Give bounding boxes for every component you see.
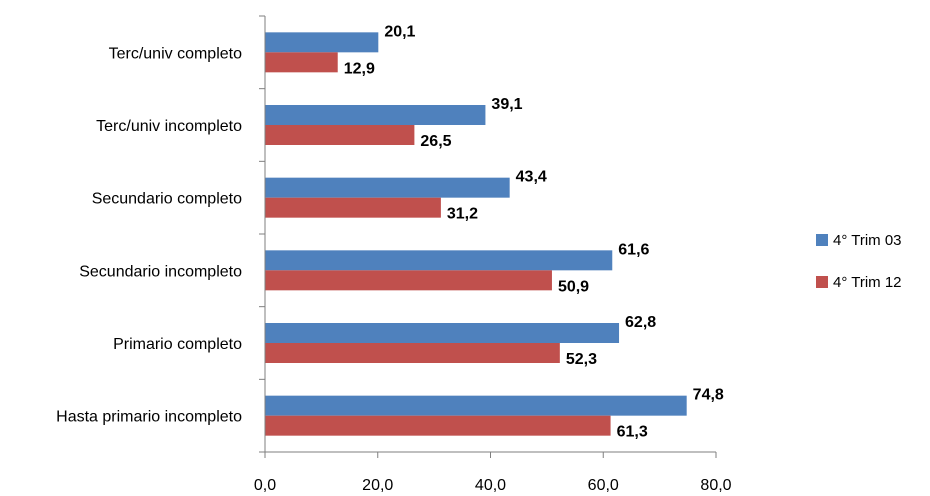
x-tick-label: 60,0 xyxy=(588,477,619,494)
bar-trim12-0 xyxy=(265,52,338,73)
x-tick-label: 80,0 xyxy=(700,477,731,494)
data-label: 39,1 xyxy=(491,96,522,113)
data-label: 74,8 xyxy=(693,387,724,404)
bar-trim03-5 xyxy=(265,395,687,416)
bar-trim03-1 xyxy=(265,105,486,125)
category-label: Primario completo xyxy=(113,336,242,353)
axes-group xyxy=(259,15,717,458)
category-label: Hasta primario incompleto xyxy=(56,409,242,426)
bar-trim03-2 xyxy=(265,177,510,198)
bar-trim03-3 xyxy=(265,250,613,271)
bar-trim12-1 xyxy=(265,125,415,145)
data-label: 61,3 xyxy=(617,424,648,441)
data-label: 61,6 xyxy=(618,241,649,258)
bar-trim03-4 xyxy=(265,323,620,343)
category-label: Terc/univ completo xyxy=(109,45,242,62)
data-label: 62,8 xyxy=(625,314,656,331)
data-label: 20,1 xyxy=(384,23,415,40)
legend-swatch-0 xyxy=(816,234,828,246)
legend: 4° Trim 03 4° Trim 12 xyxy=(816,232,902,291)
bar-trim12-3 xyxy=(265,270,552,291)
category-label: Terc/univ incompleto xyxy=(96,118,242,135)
legend-entry-0: 4° Trim 03 xyxy=(833,232,902,249)
bar-trim12-4 xyxy=(265,343,560,363)
legend-entry-1: 4° Trim 12 xyxy=(833,274,902,291)
labels-group: 20,1 12,9 Terc/univ completo 39,1 26,5 Terc/u… xyxy=(56,23,732,494)
x-tick-label: 20,0 xyxy=(362,477,393,494)
data-label: 50,9 xyxy=(558,278,589,295)
data-label: 43,4 xyxy=(516,169,547,186)
data-label: 31,2 xyxy=(447,206,478,223)
x-tick-label: 0,0 xyxy=(254,477,276,494)
data-label: 12,9 xyxy=(344,60,375,77)
bar-trim12-2 xyxy=(265,197,441,218)
legend-swatch-1 xyxy=(816,276,828,288)
x-tick-label: 40,0 xyxy=(475,477,506,494)
bars-group xyxy=(265,32,687,436)
data-label: 52,3 xyxy=(566,351,597,368)
bar-trim12-5 xyxy=(265,415,611,436)
category-label: Secundario completo xyxy=(92,191,242,208)
bar-trim03-0 xyxy=(265,32,379,53)
data-label: 26,5 xyxy=(420,133,451,150)
category-label: Secundario incompleto xyxy=(79,263,242,280)
